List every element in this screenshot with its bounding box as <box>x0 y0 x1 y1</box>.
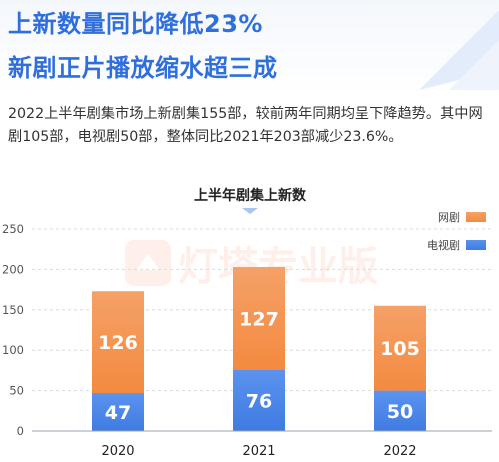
decorative-shape <box>419 10 499 90</box>
legend-label: 网剧 <box>438 211 460 224</box>
y-tick-label: 100 <box>2 343 24 357</box>
data-label: 126 <box>98 332 138 354</box>
bar-2022-web <box>374 305 426 391</box>
bar-2021-web <box>233 266 285 370</box>
y-tick-label: 250 <box>2 222 24 236</box>
headline-line-2: 新剧正片播放缩水超三成 <box>8 54 278 82</box>
data-label: 76 <box>246 390 272 412</box>
title-marker-icon <box>242 208 258 214</box>
x-tick-label: 2022 <box>383 444 416 459</box>
bar-layer <box>92 266 426 431</box>
bar-2020-tv <box>92 393 144 431</box>
chart-title: 上半年剧集上新数 <box>194 187 307 204</box>
axis-layer: 0 50 100 150 200 250 2020 2021 2022 <box>2 222 492 459</box>
data-label: 47 <box>105 402 131 424</box>
legend-item-web: 网剧 <box>438 211 486 224</box>
legend-item-tv: 电视剧 <box>427 238 486 252</box>
bar-2020-web <box>92 291 144 394</box>
legend-label: 电视剧 <box>427 238 460 252</box>
y-tick-label: 200 <box>2 262 24 276</box>
legend-swatch <box>466 240 486 250</box>
y-tick-label: 150 <box>2 303 24 317</box>
x-tick-label: 2020 <box>101 444 134 459</box>
data-label: 105 <box>380 338 420 360</box>
y-tick-label: 0 <box>17 424 24 438</box>
watermark-logo-icon <box>125 240 171 286</box>
data-label: 127 <box>239 308 279 330</box>
label-layer: 47 126 76 127 50 105 <box>98 308 420 424</box>
data-label: 50 <box>387 401 413 423</box>
x-tick-label: 2021 <box>242 444 275 459</box>
bar-2021-tv <box>233 369 285 431</box>
bar-2022-tv <box>374 390 426 431</box>
description-paragraph: 2022上半年剧集市场上新剧集155部，较前两年同期均呈下降趋势。其中网剧105… <box>8 106 483 145</box>
y-tick-label: 50 <box>9 384 24 398</box>
legend-swatch <box>466 212 486 222</box>
headline-line-1: 上新数量同比降低23% <box>8 10 263 38</box>
